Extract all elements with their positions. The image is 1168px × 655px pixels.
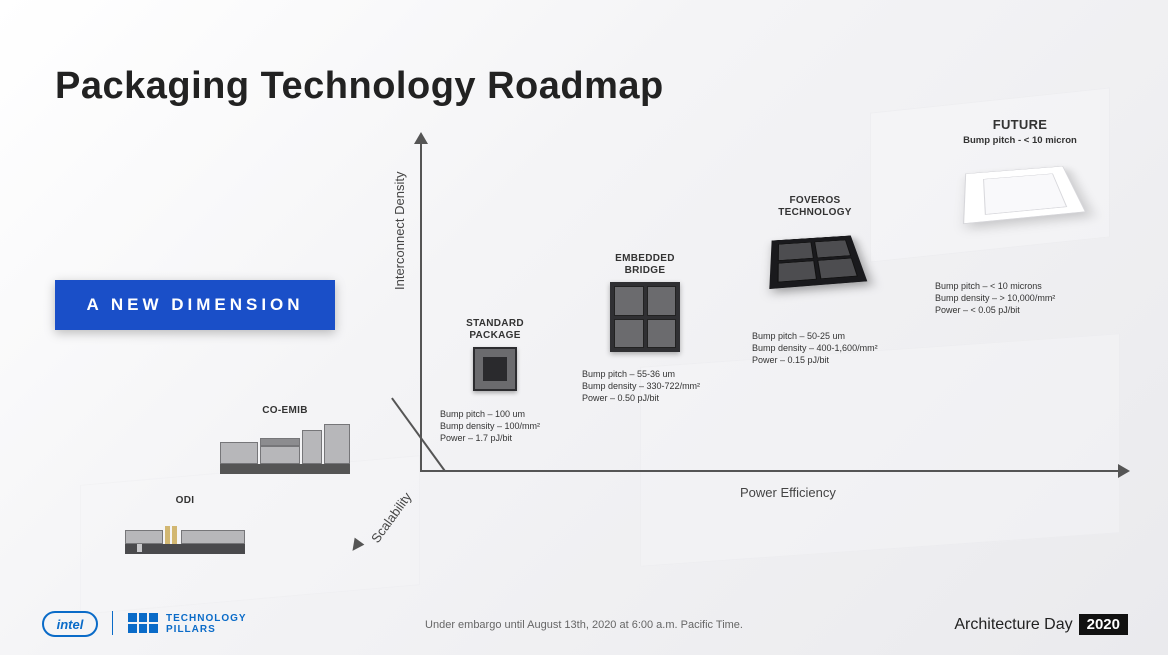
dimension-badge: A NEW DIMENSION — [55, 280, 335, 330]
node-future-title: FUTURE — [930, 118, 1110, 133]
coemib-icon — [220, 422, 350, 474]
node-bridge-title: EMBEDDED BRIDGE — [590, 253, 700, 276]
node-bridge: EMBEDDED BRIDGE — [590, 253, 700, 352]
axis-y-label: Interconnect Density — [392, 171, 407, 290]
specs-foveros: Bump pitch – 50-25 um Bump density – 400… — [752, 330, 878, 366]
chip-standard-icon — [473, 347, 517, 391]
node-standard: STANDARD PACKAGE — [445, 318, 545, 391]
arch-day-year: 2020 — [1079, 614, 1128, 635]
node-future-subtitle: Bump pitch - < 10 micron — [930, 135, 1110, 146]
spec-line: Bump pitch – 100 um — [440, 408, 540, 420]
footer: intel TECHNOLOGY PILLARS Under embargo u… — [0, 607, 1168, 637]
mini-odi: ODI — [125, 495, 245, 554]
spec-line: Power – 1.7 pJ/bit — [440, 432, 540, 444]
spec-line: Bump density – 400-1,600/mm² — [752, 342, 878, 354]
spec-line: Power – < 0.05 pJ/bit — [935, 304, 1055, 316]
mini-odi-title: ODI — [125, 495, 245, 506]
spec-line: Bump pitch – 50-25 um — [752, 330, 878, 342]
chip-foveros-icon — [769, 235, 867, 289]
chip-future-icon — [963, 166, 1086, 224]
node-future: FUTURE Bump pitch - < 10 micron — [930, 118, 1110, 230]
axis-x — [420, 470, 1120, 472]
specs-future: Bump pitch – < 10 microns Bump density –… — [935, 280, 1055, 316]
spec-line: Power – 0.15 pJ/bit — [752, 354, 878, 366]
spec-line: Bump density – 330-722/mm² — [582, 380, 700, 392]
arrow-up-icon — [414, 132, 428, 144]
node-foveros: FOVEROS TECHNOLOGY — [750, 195, 880, 294]
mini-coemib-title: CO-EMIB — [220, 405, 350, 416]
architecture-day: Architecture Day 2020 — [954, 614, 1128, 635]
bg-block — [640, 333, 1120, 567]
chip-bridge-icon — [610, 282, 680, 352]
node-standard-title: STANDARD PACKAGE — [445, 318, 545, 341]
spec-line: Bump pitch – < 10 microns — [935, 280, 1055, 292]
page-title: Packaging Technology Roadmap — [55, 65, 664, 108]
spec-line: Bump density – 100/mm² — [440, 420, 540, 432]
node-foveros-title: FOVEROS TECHNOLOGY — [750, 195, 880, 218]
specs-standard: Bump pitch – 100 um Bump density – 100/m… — [440, 408, 540, 444]
axis-y — [420, 140, 422, 470]
arrow-right-icon — [1118, 464, 1130, 478]
specs-bridge: Bump pitch – 55-36 um Bump density – 330… — [582, 368, 700, 404]
spec-line: Bump density – > 10,000/mm² — [935, 292, 1055, 304]
mini-coemib: CO-EMIB — [220, 405, 350, 474]
arch-day-label: Architecture Day — [954, 616, 1072, 634]
axis-x-label: Power Efficiency — [740, 485, 836, 500]
spec-line: Bump pitch – 55-36 um — [582, 368, 700, 380]
spec-line: Power – 0.50 pJ/bit — [582, 392, 700, 404]
odi-icon — [125, 512, 245, 554]
